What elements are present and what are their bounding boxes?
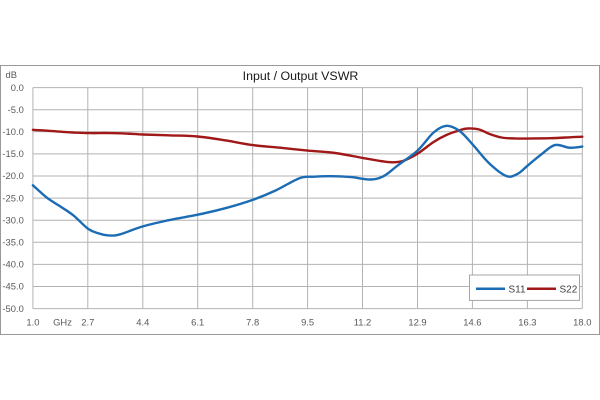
svg-text:-30.0: -30.0: [2, 214, 23, 225]
svg-text:-5.0: -5.0: [8, 104, 24, 115]
svg-text:GHz: GHz: [53, 317, 72, 328]
svg-text:16.3: 16.3: [518, 317, 536, 328]
svg-text:dB: dB: [6, 69, 17, 80]
svg-text:7.8: 7.8: [246, 317, 259, 328]
svg-text:S22: S22: [560, 284, 578, 295]
svg-text:14.6: 14.6: [463, 317, 481, 328]
svg-text:-45.0: -45.0: [2, 281, 23, 292]
svg-text:1.0: 1.0: [26, 317, 39, 328]
svg-text:-20.0: -20.0: [2, 170, 23, 181]
svg-text:-35.0: -35.0: [2, 237, 23, 248]
svg-text:0.0: 0.0: [11, 82, 24, 93]
svg-text:4.4: 4.4: [136, 317, 149, 328]
svg-text:-10.0: -10.0: [2, 126, 23, 137]
svg-text:-15.0: -15.0: [2, 148, 23, 159]
svg-text:2.7: 2.7: [81, 317, 94, 328]
svg-text:6.1: 6.1: [191, 317, 204, 328]
svg-text:Input / Output VSWR: Input / Output VSWR: [243, 69, 359, 83]
svg-text:-25.0: -25.0: [2, 192, 23, 203]
svg-text:-50.0: -50.0: [2, 303, 23, 314]
svg-text:S11: S11: [509, 284, 526, 295]
svg-text:18.0: 18.0: [573, 317, 591, 328]
svg-text:-40.0: -40.0: [2, 259, 23, 270]
svg-text:12.9: 12.9: [408, 317, 426, 328]
svg-text:11.2: 11.2: [354, 317, 372, 328]
svg-text:9.5: 9.5: [301, 317, 314, 328]
